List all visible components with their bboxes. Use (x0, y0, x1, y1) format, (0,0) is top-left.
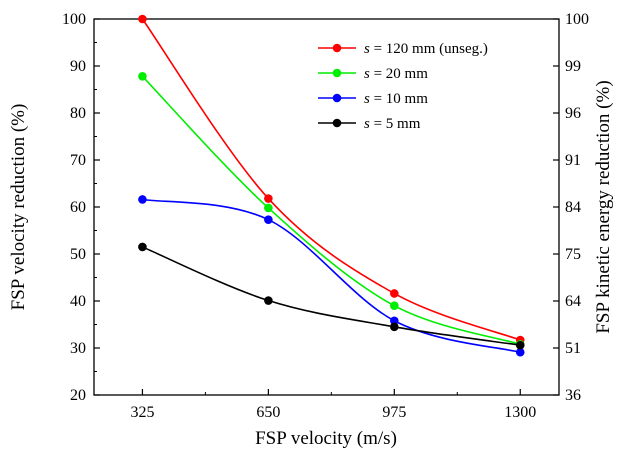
series-line (142, 198, 521, 354)
legend-label: s = 5 mm (364, 116, 421, 132)
y-tick-label: 60 (70, 199, 86, 216)
data-point (390, 316, 399, 326)
y2-tick-label: 64 (565, 293, 581, 310)
series-line (142, 246, 521, 346)
x-axis-label: FSP velocity (m/s) (255, 428, 397, 449)
legend-marker (332, 118, 342, 128)
data-point (264, 296, 273, 305)
y2-tick-label: 91 (565, 152, 581, 169)
legend-marker (332, 43, 342, 53)
data-point (390, 322, 399, 332)
legend-label: s = 120 mm (unseg.) (364, 41, 488, 57)
data-point (264, 203, 273, 213)
series-line (141, 18, 521, 341)
series-group (138, 14, 525, 357)
legend-label: s = 20 mm (364, 66, 428, 82)
x-tick-label: 650 (256, 404, 280, 421)
y-tick-label: 80 (70, 105, 86, 122)
y2-tick-label: 84 (565, 199, 581, 216)
y2-tick-label: 75 (565, 246, 581, 263)
y-tick-label: 90 (70, 58, 86, 75)
y-tick-label: 70 (70, 152, 86, 169)
x-tick-label: 325 (130, 404, 154, 421)
y-tick-label: 50 (70, 246, 86, 263)
data-point (138, 195, 147, 204)
y-tick-label: 100 (62, 11, 86, 28)
legend-marker (332, 68, 342, 78)
data-point (138, 14, 147, 24)
y2-tick-label: 96 (565, 105, 581, 122)
legend-label: s = 10 mm (364, 91, 428, 107)
legend-marker (332, 93, 342, 103)
data-point (138, 242, 147, 252)
data-point (390, 301, 399, 311)
data-point (390, 289, 399, 298)
data-point (515, 340, 525, 350)
x-tick-label: 975 (382, 404, 406, 421)
y2-tick-label: 100 (565, 11, 589, 28)
y-axis-label: FSP velocity reduction (%) (8, 104, 29, 311)
y2-tick-label: 51 (565, 340, 581, 357)
y-tick-label: 30 (70, 340, 86, 357)
tick-group: 20 30 40 50 60 70 80 90 100 36 51 64 75 84 91 96 99 100 32… (62, 11, 589, 421)
plot-frame (93, 18, 560, 396)
y2-axis-label: FSP kinetic energy reduction (%) (593, 80, 614, 333)
x-tick-label: 1300 (504, 404, 536, 421)
data-point (264, 215, 273, 224)
y-tick-label: 20 (70, 387, 86, 404)
data-point (264, 194, 273, 203)
legend: s = 120 mm (unseg.) s = 20 mm s = 10 mm s =… (318, 41, 488, 132)
y2-tick-label: 99 (565, 58, 581, 75)
y-tick-label: 40 (70, 293, 86, 310)
data-point (515, 347, 525, 357)
y2-tick-label: 36 (565, 387, 581, 404)
data-point (138, 72, 147, 81)
series-line (141, 75, 521, 346)
